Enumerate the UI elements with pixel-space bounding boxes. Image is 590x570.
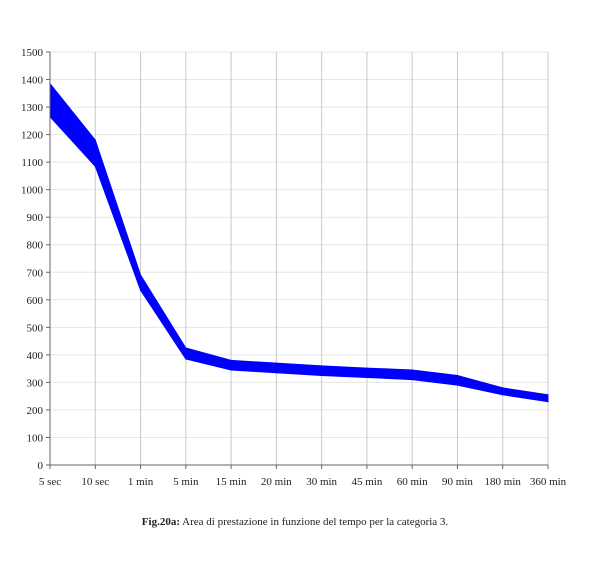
y-tick-label: 200 <box>27 405 44 417</box>
x-tick-label: 45 min <box>351 476 382 488</box>
lower-series-point <box>456 384 459 386</box>
y-tick-label: 100 <box>27 432 44 444</box>
lower-series-point <box>366 376 368 379</box>
y-tick-label: 0 <box>38 460 44 472</box>
x-tick-label: 60 min <box>397 476 428 488</box>
y-tick-label: 300 <box>27 377 44 389</box>
x-tick-label: 5 sec <box>39 476 61 488</box>
y-tick-label: 400 <box>27 350 44 362</box>
lower-series-point <box>411 379 413 381</box>
y-tick-labels: 0 100 200 300 400 500 600 700 800 900 1000 1100 1200… <box>21 47 44 472</box>
upper-series-point <box>411 369 413 371</box>
y-tick-label: 600 <box>27 295 44 307</box>
upper-series-point <box>456 374 459 377</box>
caption-label: Fig.20a: <box>141 516 180 528</box>
y-tick-label: 1400 <box>21 75 44 87</box>
lower-series-point <box>230 369 232 371</box>
lower-series-point <box>275 372 277 374</box>
y-tick-label: 500 <box>27 322 44 334</box>
x-tick-label: 5 min <box>173 476 199 488</box>
y-tick-label: 1200 <box>21 130 44 142</box>
upper-series-point <box>321 365 323 367</box>
upper-series-point <box>139 274 142 276</box>
performance-area-band <box>49 82 549 403</box>
y-tick-label: 1100 <box>21 157 43 169</box>
x-tick-label: 15 min <box>216 476 247 488</box>
y-tick-label: 1500 <box>21 47 44 59</box>
figure-caption: Fig.20a: Area di prestazione in funzione… <box>0 516 590 528</box>
y-tick-label: 700 <box>27 267 44 279</box>
axes <box>46 51 549 469</box>
x-tick-labels: 5 sec 10 sec 1 min 5 min 15 min 20 min 30 min 4… <box>39 476 567 488</box>
x-tick-label: 360 min <box>530 476 567 488</box>
x-tick-label: 1 min <box>128 476 154 488</box>
lower-series-point <box>502 394 504 396</box>
x-tick-label: 10 sec <box>81 476 109 488</box>
lower-series-point <box>94 165 96 167</box>
y-tick-label: 1000 <box>21 185 44 197</box>
lower-series-point <box>139 289 142 291</box>
upper-series-point <box>94 139 96 141</box>
grid-lines <box>50 51 549 465</box>
x-tick-label: 180 min <box>485 476 522 488</box>
upper-series-point <box>185 347 187 349</box>
upper-series-point <box>275 362 277 364</box>
lower-series-point <box>547 401 549 403</box>
caption-text: Area di prestazione in funzione del temp… <box>182 516 449 528</box>
y-tick-label: 900 <box>27 212 44 224</box>
x-tick-label: 30 min <box>306 476 337 488</box>
upper-series-point <box>366 367 368 369</box>
area-band-layer <box>49 82 549 403</box>
lower-series-point <box>321 374 323 377</box>
upper-series-point <box>547 394 549 396</box>
x-tick-label: 20 min <box>261 476 292 488</box>
y-tick-label: 800 <box>27 240 44 252</box>
y-tick-label: 1300 <box>21 102 44 114</box>
lower-series-point <box>185 358 187 360</box>
upper-series-point <box>502 387 504 389</box>
upper-series-point <box>230 359 232 361</box>
x-tick-label: 90 min <box>442 476 473 488</box>
